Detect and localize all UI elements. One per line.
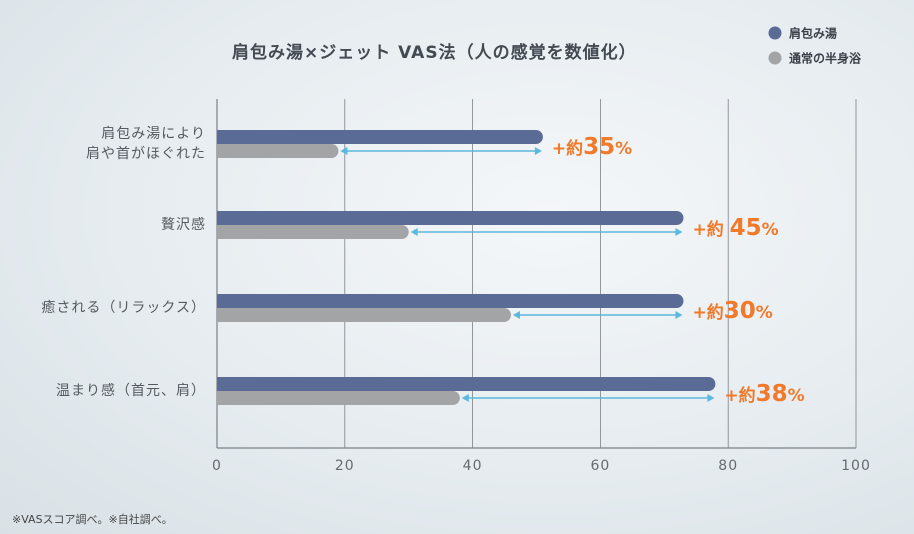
diff-arrow-head-left-3	[461, 394, 469, 402]
arrows	[340, 147, 715, 402]
category-label-0: 肩包み湯により	[101, 125, 206, 142]
diff-annotation-0: +約35%	[552, 134, 632, 160]
bar-肩包み湯-3	[217, 377, 716, 391]
diff-arrow-head-right-0	[534, 147, 542, 155]
legend-label-0: 肩包み湯	[789, 26, 837, 41]
x-tick-label: 0	[212, 458, 222, 474]
bar-left-cap	[217, 377, 225, 391]
x-tick-label: 20	[335, 458, 355, 474]
diff-arrow-head-left-0	[340, 147, 348, 155]
bar-通常の半身浴-3	[217, 391, 460, 405]
category-label-0: 肩や首がほぐれた	[86, 146, 206, 162]
bars	[217, 130, 716, 405]
diff-arrow-head-right-3	[707, 394, 715, 402]
legend-marker-0	[768, 26, 782, 40]
bar-通常の半身浴-2	[217, 308, 511, 322]
category-label-1: 贅沢感	[161, 216, 206, 233]
bar-肩包み湯-2	[217, 294, 684, 308]
legend-label-1: 通常の半身浴	[789, 51, 862, 66]
bar-肩包み湯-0	[217, 130, 543, 144]
legend-marker-1	[768, 51, 782, 65]
diff-annotation-3: +約38%	[724, 381, 804, 407]
diff-annotation-2: +約30%	[692, 298, 772, 324]
category-label-3: 温まり感（首元、肩）	[56, 382, 206, 399]
bar-left-cap	[217, 225, 225, 239]
x-tick-labels: 0 20 40 60 80 100	[212, 458, 871, 474]
diff-arrow-head-right-2	[675, 311, 683, 319]
bar-肩包み湯-1	[217, 211, 684, 225]
bar-left-cap	[217, 130, 225, 144]
diff-annotation-1: +約 45%	[692, 215, 778, 241]
bar-left-cap	[217, 294, 225, 308]
x-tick-label: 60	[590, 458, 610, 474]
bar-通常の半身浴-1	[217, 225, 409, 239]
category-label-2: 癒される（リラックス）	[41, 300, 206, 316]
bar-left-cap	[217, 391, 225, 405]
annotations: +約35% +約 45% +約30% +約38%	[552, 134, 805, 407]
diff-arrow-head-left-2	[512, 311, 520, 319]
bar-left-cap	[217, 308, 225, 322]
x-tick-label: 40	[463, 458, 483, 474]
bar-通常の半身浴-0	[217, 144, 339, 158]
diff-arrow-head-left-1	[410, 228, 418, 236]
chart-title: 肩包み湯×ジェット VAS法（人の感覚を数値化）	[232, 42, 637, 63]
footnote: ※VASスコア調べ。※自社調べ。	[12, 513, 173, 526]
x-tick-label: 100	[841, 458, 871, 474]
bar-left-cap	[217, 144, 225, 158]
diff-arrow-head-right-1	[675, 228, 683, 236]
x-tick-label: 80	[718, 458, 738, 474]
bar-left-cap	[217, 211, 225, 225]
